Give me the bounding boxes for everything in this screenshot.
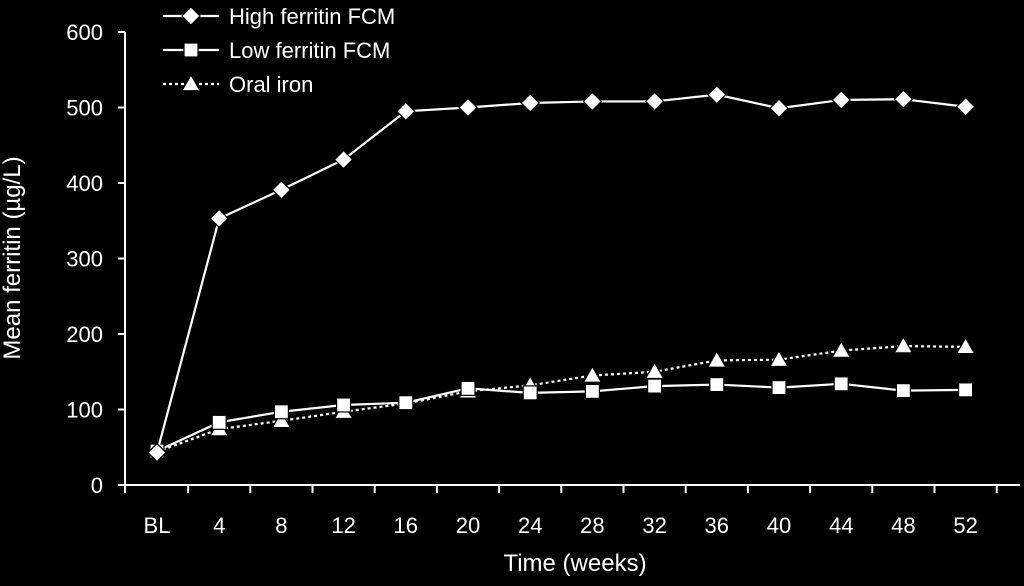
y-tick-label: 500 [66, 96, 103, 121]
data-point-square [771, 380, 787, 396]
data-point-diamond [458, 97, 478, 118]
legend-label: High ferritin FCM [229, 4, 395, 29]
x-tick-label: 44 [829, 513, 853, 538]
y-tick-label: 600 [66, 20, 103, 45]
data-point-diamond [520, 93, 541, 113]
x-tick-label: 16 [394, 513, 418, 538]
data-point-square [709, 376, 725, 393]
data-point-square [957, 382, 974, 398]
data-point-triangle [893, 335, 914, 354]
y-tick-label: 100 [66, 398, 103, 423]
data-point-triangle [271, 410, 292, 429]
x-tick-label: 28 [580, 513, 604, 538]
x-tick-label: 40 [767, 513, 791, 538]
y-tick-label: 300 [66, 247, 103, 272]
data-point-triangle [582, 365, 603, 383]
series-square [149, 376, 974, 459]
data-point-diamond [333, 149, 354, 170]
data-point-square [522, 385, 538, 401]
x-tick-label: 32 [642, 513, 666, 538]
x-tick-label: 20 [456, 513, 480, 538]
x-tick-label: 12 [331, 513, 355, 538]
x-axis: BL 4 8 12 16 20 24 28 32 36 40 44 48 52 [124, 484, 1020, 538]
data-point-square [460, 380, 476, 396]
legend-item: High ferritin FCM [163, 4, 395, 29]
data-point-triangle [768, 349, 790, 368]
data-point-diamond [395, 101, 416, 122]
x-axis-label: Time (weeks) [503, 550, 646, 577]
x-tick-label: 52 [953, 513, 977, 538]
y-axis-label: Mean ferritin (µg/L) [0, 156, 26, 359]
legend-item: Low ferritin FCM [163, 38, 390, 63]
data-point-diamond [582, 91, 603, 112]
data-point-triangle [831, 340, 852, 358]
data-point-diamond [955, 96, 976, 117]
data-point-square [895, 383, 912, 399]
legend: High ferritin FCM Low ferritin FCM Oral ir… [163, 4, 395, 97]
data-point-square [273, 404, 289, 420]
data-point-square [584, 383, 601, 399]
data-point-square [211, 414, 227, 430]
legend-item: Oral iron [163, 72, 313, 97]
y-axis: 0 100 200 300 400 500 600 [66, 20, 126, 498]
x-tick-label: BL [144, 513, 171, 538]
x-tick-label: 36 [705, 513, 729, 538]
series-triangle [146, 335, 976, 460]
x-tick-label: 8 [275, 513, 287, 538]
series-line [156, 382, 966, 453]
data-point-diamond [831, 90, 852, 110]
legend-marker-triangle [180, 73, 202, 92]
legend-marker-diamond [181, 6, 201, 26]
data-point-diamond [209, 208, 230, 229]
series-layer [146, 84, 976, 463]
data-point-square [336, 397, 352, 413]
data-point-diamond [644, 91, 665, 112]
y-tick-label: 0 [91, 473, 103, 498]
data-point-triangle [706, 350, 727, 368]
series-line [155, 93, 966, 453]
data-point-diamond [147, 442, 167, 463]
legend-marker-square [183, 42, 199, 58]
data-point-diamond [271, 179, 292, 200]
legend-label: Oral iron [229, 72, 313, 97]
data-point-diamond [706, 84, 727, 105]
x-tick-label: 48 [891, 513, 915, 538]
series-diamond [147, 84, 976, 463]
legend-label: Low ferritin FCM [229, 38, 390, 63]
data-point-square [646, 378, 663, 394]
y-tick-label: 200 [66, 322, 103, 347]
data-point-diamond [893, 89, 914, 110]
y-tick-label: 400 [66, 171, 103, 196]
data-point-diamond [769, 98, 789, 119]
data-point-triangle [955, 336, 976, 355]
data-point-square [833, 376, 849, 392]
data-point-square [398, 395, 414, 411]
x-tick-label: 4 [213, 513, 225, 538]
series-line [156, 344, 966, 453]
x-tick-label: 24 [518, 513, 542, 538]
